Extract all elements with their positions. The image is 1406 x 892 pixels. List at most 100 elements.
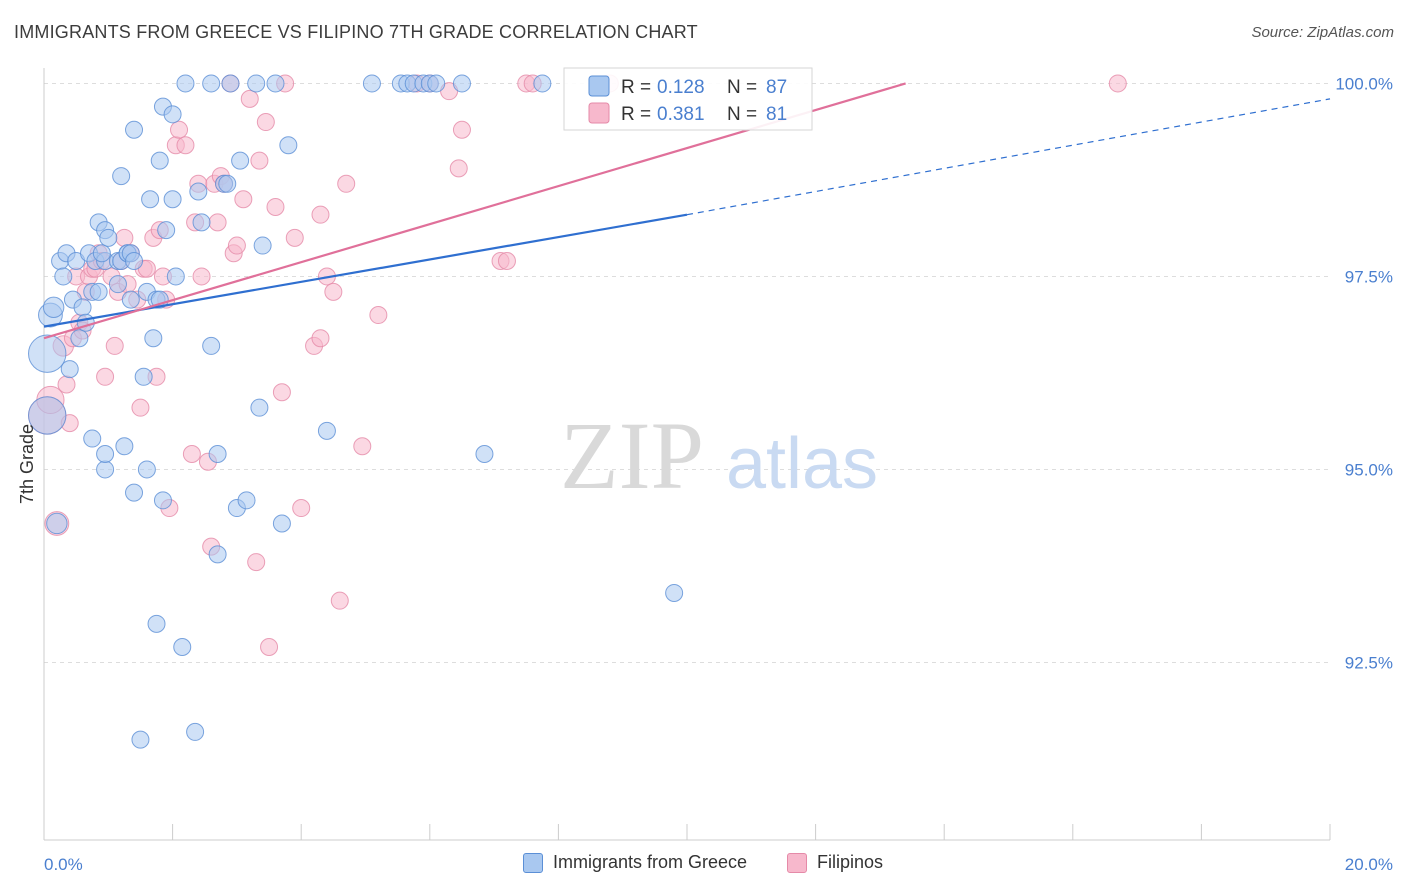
tick-labels: 100.0% 97.5% 95.0% 92.5% 0.0% 20.0% — [44, 74, 1393, 874]
point-greece — [134, 367, 153, 386]
point-greece — [70, 329, 89, 348]
point-greece — [60, 360, 79, 379]
point-filipino — [247, 553, 266, 572]
point-filipino — [292, 499, 311, 518]
point-greece — [279, 136, 298, 155]
point-filipino — [260, 638, 279, 656]
point-filipino — [272, 383, 291, 402]
point-greece — [237, 491, 256, 510]
point-greece — [253, 236, 272, 255]
point-greece — [131, 730, 150, 749]
legend-n-label: N = — [727, 104, 757, 125]
y-axis-label: 7th Grade — [17, 424, 37, 504]
point-greece — [150, 151, 169, 170]
point-greece — [163, 105, 182, 124]
point-greece — [266, 74, 285, 93]
point-filipino — [449, 159, 468, 178]
point-greece — [186, 722, 205, 741]
point-greece — [96, 460, 115, 479]
point-filipino — [105, 336, 124, 355]
point-greece — [427, 74, 446, 93]
point-greece — [317, 421, 336, 440]
point-filipino — [1108, 74, 1127, 93]
y-tick-label: 97.5% — [1345, 267, 1393, 286]
x-tick-label-min: 0.0% — [44, 855, 83, 874]
point-greece — [141, 190, 160, 209]
point-filipino — [208, 213, 227, 232]
point-greece — [46, 512, 68, 535]
point-greece — [173, 638, 192, 656]
watermark-zip: ZIP — [560, 402, 704, 509]
legend-item-greece: Immigrants from Greece — [522, 852, 747, 873]
point-greece — [218, 174, 237, 193]
point-filipino — [227, 236, 246, 255]
point-filipino — [266, 197, 285, 216]
point-greece — [221, 74, 240, 93]
y-tick-label: 92.5% — [1345, 653, 1393, 672]
trend-line-greece — [43, 213, 688, 328]
legend-swatch-filipinos — [787, 852, 807, 873]
point-greece — [125, 252, 144, 270]
point-greece — [121, 290, 140, 309]
legend-n-value: 87 — [766, 77, 787, 98]
point-greece — [157, 221, 176, 240]
point-greece — [192, 213, 211, 232]
y-tick-label: 95.0% — [1345, 460, 1393, 479]
point-greece — [272, 514, 291, 533]
axes — [43, 68, 1331, 841]
trend-line-greece-extension — [686, 98, 1331, 216]
point-filipino — [369, 306, 388, 325]
point-filipino — [115, 228, 134, 247]
point-greece — [92, 244, 111, 263]
series-legend: Immigrants from Greece Filipinos — [0, 852, 1406, 873]
point-greece — [208, 445, 227, 463]
point-greece — [137, 460, 156, 479]
point-greece — [42, 296, 65, 319]
point-greece — [73, 298, 92, 317]
point-greece — [108, 275, 127, 294]
point-filipino — [240, 89, 259, 108]
legend-n-label: N = — [727, 77, 757, 98]
point-greece — [54, 267, 73, 286]
point-filipino — [182, 445, 201, 463]
legend-r-label: R = — [621, 77, 651, 98]
chart-title: IMMIGRANTS FROM GREECE VS FILIPINO 7TH G… — [14, 22, 698, 42]
legend-box-swatch — [588, 102, 610, 124]
legend-r-value: 0.381 — [657, 104, 705, 125]
data-points — [28, 74, 1127, 749]
point-filipino — [170, 120, 189, 139]
point-greece — [28, 334, 67, 373]
legend-label-filipinos: Filipinos — [817, 852, 884, 872]
point-greece — [189, 182, 208, 201]
point-filipino — [311, 329, 330, 348]
point-greece — [533, 74, 552, 93]
legend-item-filipinos: Filipinos — [787, 852, 883, 873]
point-greece — [247, 74, 266, 93]
point-greece — [452, 74, 471, 93]
point-greece — [231, 151, 250, 170]
point-filipino — [311, 205, 330, 224]
point-filipino — [285, 228, 304, 247]
point-greece — [202, 336, 221, 355]
point-greece — [153, 491, 172, 510]
watermark: ZIP atlas — [560, 402, 878, 509]
point-greece — [362, 74, 381, 93]
legend-box-swatch — [588, 75, 610, 97]
point-filipino — [256, 113, 275, 132]
legend-swatch-greece — [522, 852, 543, 873]
point-filipino — [324, 282, 343, 301]
point-filipino — [57, 375, 76, 394]
point-greece — [96, 445, 115, 463]
legend-r-value: 0.128 — [657, 77, 705, 98]
correlation-legend: R = 0.128 N = 87 R = 0.381 N = 81 — [563, 67, 813, 131]
point-greece — [89, 282, 108, 301]
watermark-atlas: atlas — [726, 424, 878, 504]
point-filipino — [192, 267, 211, 286]
legend-n-value: 81 — [766, 104, 787, 125]
point-greece — [176, 74, 195, 93]
point-greece — [163, 190, 182, 209]
gridlines — [44, 82, 1330, 663]
point-greece — [115, 437, 134, 456]
point-filipino — [452, 120, 471, 139]
